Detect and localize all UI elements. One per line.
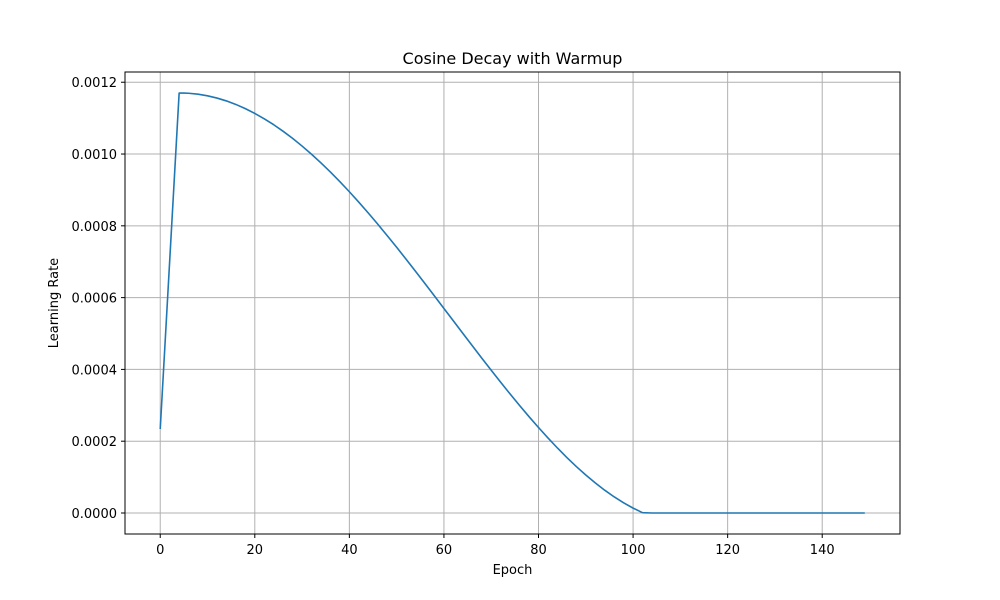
y-axis-label: Learning Rate (47, 258, 62, 348)
series-line (159, 92, 865, 514)
x-tick-label: 0 (156, 543, 164, 558)
chart-title: Cosine Decay with Warmup (403, 49, 623, 68)
y-tick-label: 0.0006 (72, 292, 118, 307)
x-axis-label: Epoch (493, 563, 533, 578)
y-axis: 0.0000 0.0002 0.0004 0.0006 0.0008 0.0010 0.00… (72, 76, 125, 522)
x-tick-label: 120 (715, 543, 740, 558)
y-tick-label: 0.0010 (72, 148, 118, 163)
y-tick-label: 0.0004 (72, 363, 118, 378)
grid (125, 72, 900, 534)
x-tick-label: 140 (810, 543, 835, 558)
x-tick-label: 40 (341, 543, 358, 558)
y-tick-label: 0.0000 (72, 507, 118, 522)
y-tick-label: 0.0012 (72, 76, 118, 91)
y-tick-label: 0.0008 (72, 220, 118, 235)
x-tick-label: 100 (621, 543, 646, 558)
x-tick-label: 80 (530, 543, 547, 558)
y-tick-label: 0.0002 (72, 435, 118, 450)
series-layer (159, 92, 865, 514)
plot-frame (124, 71, 901, 535)
x-tick-label: 60 (436, 543, 453, 558)
x-tick-label: 20 (247, 543, 264, 558)
x-axis: 0 20 40 60 80 100 120 140 (156, 534, 835, 558)
